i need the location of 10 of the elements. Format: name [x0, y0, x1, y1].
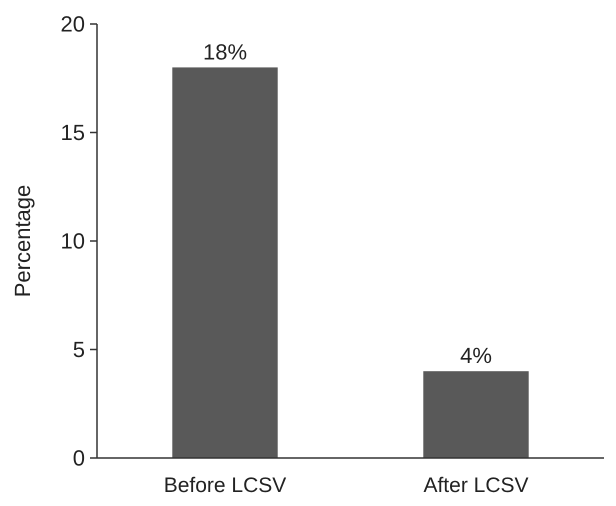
- y-axis-title: Percentage: [10, 184, 35, 298]
- y-tick-label: 15: [60, 120, 85, 146]
- x-tick-label: Before LCSV: [164, 474, 286, 497]
- y-tick-label: 0: [72, 446, 85, 471]
- data-label: 18%: [202, 39, 248, 64]
- y-tick-label: 20: [60, 12, 85, 37]
- y-tick-label: 5: [72, 337, 85, 362]
- y-tick-label: 10: [60, 228, 85, 254]
- data-label: 4%: [460, 343, 492, 368]
- x-tick-label: After LCSV: [423, 474, 529, 497]
